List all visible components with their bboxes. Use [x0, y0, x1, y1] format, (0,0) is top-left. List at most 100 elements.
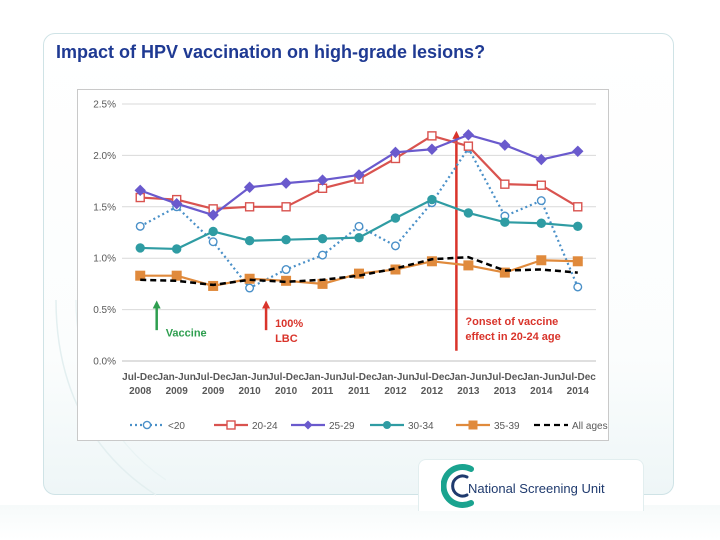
data-point — [245, 283, 255, 293]
x-tick-label-period: Jul-Dec — [560, 372, 597, 383]
data-point — [170, 198, 183, 210]
data-point — [500, 217, 510, 227]
data-point — [317, 233, 328, 244]
x-tick-label-year: 2013 — [457, 386, 480, 397]
data-point — [135, 221, 145, 231]
x-tick-label: Jan-Jun 2009 — [158, 372, 196, 397]
data-point — [463, 141, 474, 151]
x-tick-label: Jul-Dec 2014 — [560, 372, 597, 397]
x-tick-label: Jan-Jun 2012 — [376, 372, 414, 397]
x-tick-label-year: 2010 — [238, 386, 261, 397]
data-point — [426, 256, 437, 267]
y-tick-label: 1.0% — [93, 254, 116, 265]
data-point — [573, 221, 583, 232]
data-point — [281, 234, 291, 245]
annotation-label-lbc: LBC — [275, 333, 298, 345]
data-point — [354, 221, 364, 231]
x-tick-label-year: 2012 — [384, 386, 407, 397]
legend-label: All ages — [572, 421, 608, 432]
data-point — [281, 202, 291, 212]
legend-marker — [142, 420, 152, 430]
data-point — [535, 153, 548, 166]
x-tick-label: Jan-Jun 2014 — [522, 372, 560, 397]
legend-label: 25-29 — [329, 421, 355, 432]
chart-container: 0.0% 0.5% 1.0% 1.5% 2.0% 2.5% Jul-Dec 2008 Jan-J… — [77, 89, 609, 441]
x-tick-label-year: 2012 — [421, 386, 444, 397]
nsu-logo-icon — [441, 464, 474, 508]
data-point — [281, 265, 291, 275]
data-point — [207, 209, 219, 221]
data-point — [354, 268, 364, 279]
data-point — [426, 143, 438, 155]
y-tick-label: 2.5% — [93, 100, 116, 111]
series-line — [140, 255, 578, 287]
annotation-label-lbc: 100% — [275, 318, 303, 330]
data-point — [171, 244, 182, 254]
data-point — [536, 180, 547, 190]
legend-label: 30-34 — [408, 421, 434, 432]
logo-text: National Screening Unit — [468, 481, 605, 496]
line-chart: 0.0% 0.5% 1.0% 1.5% 2.0% 2.5% Jul-Dec 2008 Jan-J… — [93, 100, 608, 433]
data-point — [318, 250, 328, 260]
data-point — [244, 273, 255, 284]
annotation-label-vaccine: Vaccine — [166, 327, 207, 339]
data-point — [572, 256, 583, 267]
legend-label: 35-39 — [494, 421, 520, 432]
x-tick-label-period: Jul-Dec — [414, 372, 451, 383]
data-point — [389, 146, 402, 159]
x-tick-label-period: Jul-Dec — [268, 372, 305, 383]
data-point — [462, 129, 475, 141]
annotation-label-onset: ?onset of vaccine — [465, 316, 558, 328]
data-point — [536, 218, 547, 228]
data-point — [427, 131, 437, 141]
x-tick-label-period: Jul-Dec — [341, 372, 378, 383]
series-line — [139, 147, 579, 290]
data-point — [280, 177, 292, 189]
legend-label: <20 — [168, 421, 185, 432]
data-point — [573, 282, 583, 292]
data-point — [353, 169, 365, 181]
x-tick-label-period: Jan-Jun — [230, 372, 268, 383]
data-point — [500, 179, 510, 189]
x-tick-label: Jul-Dec 2008 — [122, 372, 159, 397]
x-tick-label-period: Jan-Jun — [522, 372, 560, 383]
x-tick-label-period: Jan-Jun — [303, 372, 341, 383]
data-point — [427, 194, 437, 205]
x-tick-label: Jul-Dec 2009 — [195, 372, 232, 397]
data-point — [244, 236, 255, 246]
data-point — [463, 260, 474, 271]
data-point — [354, 232, 364, 243]
annotation-label-onset: effect in 20-24 age — [465, 331, 560, 343]
x-tick-label-year: 2009 — [166, 386, 189, 397]
x-tick-label-period: Jul-Dec — [195, 372, 232, 383]
x-tick-label-year: 2014 — [567, 386, 590, 397]
x-tick-label: Jul-Dec 2012 — [414, 372, 451, 397]
data-point — [536, 196, 546, 206]
x-tick-label-period: Jul-Dec — [122, 372, 159, 383]
data-point — [390, 241, 400, 251]
data-point — [208, 237, 218, 247]
x-tick-label-year: 2013 — [494, 386, 517, 397]
data-point — [135, 243, 145, 253]
y-tick-label: 1.5% — [93, 202, 116, 213]
x-tick-label-period: Jan-Jun — [376, 372, 414, 383]
x-tick-label-year: 2014 — [530, 386, 553, 397]
data-point — [208, 226, 218, 237]
y-tick-label: 2.0% — [93, 151, 116, 162]
x-tick-label: Jan-Jun 2013 — [449, 372, 487, 397]
data-point — [573, 202, 583, 212]
data-point — [316, 174, 329, 186]
data-point — [536, 255, 547, 266]
data-point — [244, 202, 255, 212]
x-tick-label: Jul-Dec 2011 — [341, 372, 378, 397]
data-point — [171, 270, 182, 281]
legend-label: 20-24 — [252, 421, 278, 432]
x-tick-label-year: 2010 — [275, 386, 298, 397]
x-tick-label-year: 2011 — [348, 386, 370, 397]
x-tick-label-period: Jan-Jun — [158, 372, 196, 383]
x-tick-label-year: 2009 — [202, 386, 225, 397]
data-point — [243, 181, 256, 193]
x-tick-label-period: Jan-Jun — [449, 372, 487, 383]
x-tick-label: Jul-Dec 2010 — [268, 372, 305, 397]
y-tick-label: 0.0% — [93, 357, 116, 368]
